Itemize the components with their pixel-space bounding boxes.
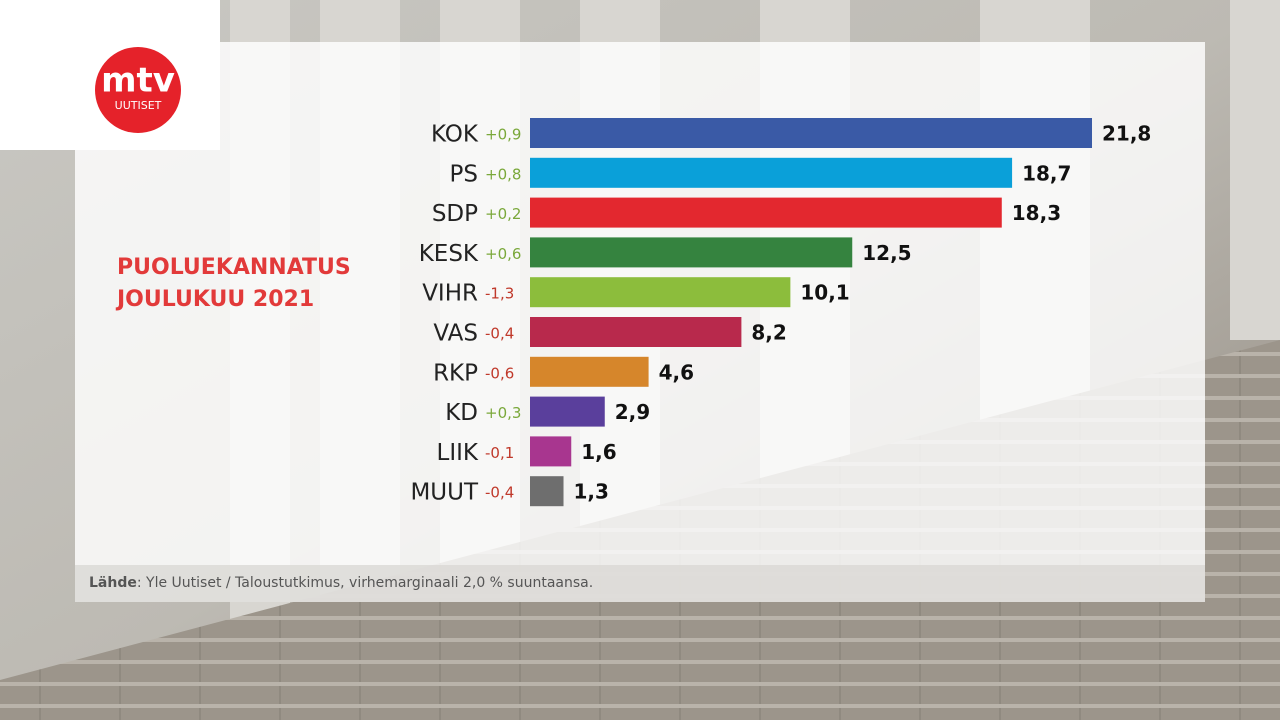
change-label: +0,8	[485, 165, 521, 183]
chart-title: PUOLUEKANNATUS	[117, 255, 351, 280]
change-label: +0,6	[485, 245, 521, 263]
bar	[530, 277, 791, 308]
category-label: KOK	[431, 122, 479, 148]
category-label: MUUT	[410, 480, 479, 506]
bar	[530, 237, 853, 268]
category-label: VIHR	[422, 281, 478, 307]
chart-subtitle: JOULUKUU 2021	[115, 287, 314, 312]
bar	[530, 197, 1002, 228]
bar	[530, 356, 649, 387]
source: Lähde: Yle Uutiset / Taloustutkimus, vir…	[89, 575, 593, 591]
change-label: +0,9	[485, 126, 521, 144]
change-label: -1,3	[485, 285, 514, 303]
category-label: KESK	[419, 241, 479, 267]
bar	[530, 317, 742, 347]
category-label: RKP	[433, 360, 478, 386]
logo-sub: UUTISET	[115, 99, 162, 112]
bar	[530, 436, 572, 467]
value-label: 21,8	[1102, 122, 1151, 146]
logo-circle	[95, 47, 181, 133]
change-label: -0,4	[485, 325, 514, 343]
change-label: +0,3	[485, 404, 521, 422]
value-label: 10,1	[800, 281, 849, 305]
value-label: 12,5	[862, 241, 911, 265]
source-band	[75, 565, 1205, 602]
value-label: 2,9	[615, 400, 650, 424]
logo-name: mtv	[101, 61, 175, 101]
bar	[530, 396, 605, 427]
category-label: LIIK	[437, 440, 479, 466]
category-label: SDP	[432, 201, 478, 227]
change-label: -0,1	[485, 444, 514, 462]
category-label: PS	[450, 161, 478, 187]
bar	[530, 476, 564, 507]
source-label: Lähde	[89, 575, 137, 591]
value-label: 18,7	[1022, 161, 1071, 185]
value-label: 1,6	[581, 440, 616, 464]
category-label: VAS	[433, 321, 478, 347]
change-label: -0,6	[485, 364, 514, 382]
category-label: KD	[445, 400, 478, 426]
bar	[530, 118, 1093, 148]
value-label: 8,2	[751, 321, 786, 345]
value-label: 1,3	[574, 480, 609, 504]
value-label: 18,3	[1012, 201, 1061, 225]
change-label: +0,2	[485, 205, 521, 223]
value-label: 4,6	[659, 360, 694, 384]
bar	[530, 157, 1013, 188]
source-text: : Yle Uutiset / Taloustutkimus, virhemar…	[137, 575, 593, 591]
change-label: -0,4	[485, 484, 514, 502]
